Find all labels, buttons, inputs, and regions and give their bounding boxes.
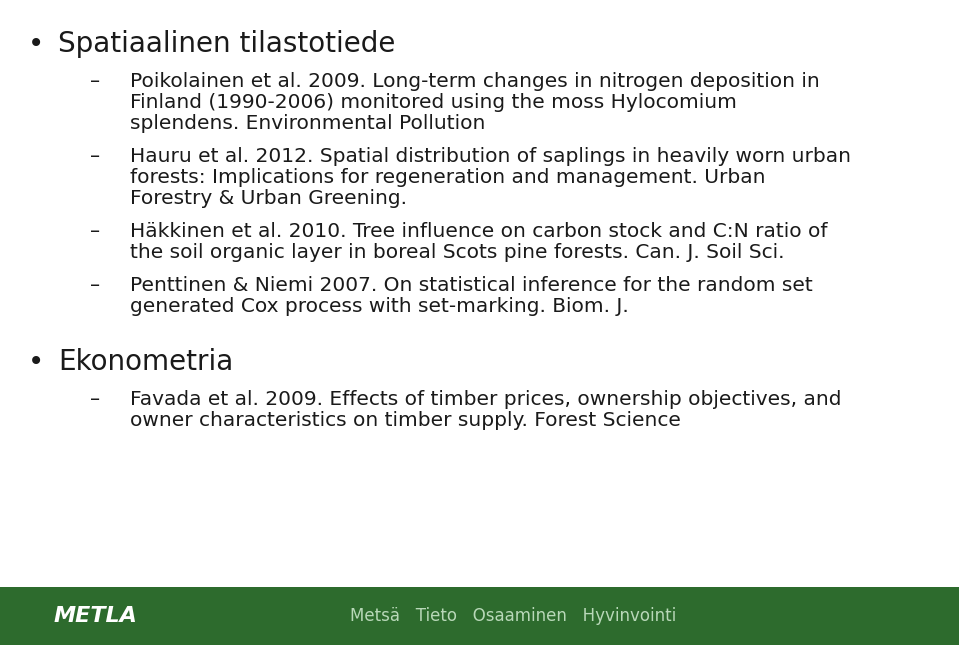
- Text: –: –: [90, 147, 100, 166]
- Text: Häkkinen et al. 2010. Tree influence on carbon stock and C:N ratio of: Häkkinen et al. 2010. Tree influence on …: [130, 222, 828, 241]
- Text: Finland (1990-2006) monitored using the moss Hylocomium: Finland (1990-2006) monitored using the …: [130, 93, 737, 112]
- Text: Poikolainen et al. 2009. Long-term changes in nitrogen deposition in: Poikolainen et al. 2009. Long-term chang…: [130, 72, 820, 91]
- Text: forests: Implications for regeneration and management. Urban: forests: Implications for regeneration a…: [130, 168, 765, 187]
- Text: Spatiaalinen tilastotiede: Spatiaalinen tilastotiede: [58, 30, 395, 58]
- Text: Ekonometria: Ekonometria: [58, 348, 233, 376]
- Text: owner characteristics on timber supply. Forest Science: owner characteristics on timber supply. …: [130, 411, 681, 430]
- FancyBboxPatch shape: [0, 587, 959, 645]
- Text: –: –: [90, 276, 100, 295]
- Text: •: •: [28, 30, 44, 58]
- Text: Metsä   Tieto   Osaaminen   Hyvinvointi: Metsä Tieto Osaaminen Hyvinvointi: [350, 607, 676, 625]
- Text: –: –: [90, 390, 100, 409]
- Text: –: –: [90, 72, 100, 91]
- Text: Favada et al. 2009. Effects of timber prices, ownership objectives, and: Favada et al. 2009. Effects of timber pr…: [130, 390, 841, 409]
- Text: the soil organic layer in boreal Scots pine forests. Can. J. Soil Sci.: the soil organic layer in boreal Scots p…: [130, 243, 784, 262]
- Text: –: –: [90, 222, 100, 241]
- Text: Hauru et al. 2012. Spatial distribution of saplings in heavily worn urban: Hauru et al. 2012. Spatial distribution …: [130, 147, 851, 166]
- Text: METLA: METLA: [53, 606, 137, 626]
- Text: Penttinen & Niemi 2007. On statistical inference for the random set: Penttinen & Niemi 2007. On statistical i…: [130, 276, 812, 295]
- Text: splendens. Environmental Pollution: splendens. Environmental Pollution: [130, 114, 485, 133]
- Text: Forestry & Urban Greening.: Forestry & Urban Greening.: [130, 189, 407, 208]
- Text: •: •: [28, 348, 44, 376]
- Text: generated Cox process with set-marking. Biom. J.: generated Cox process with set-marking. …: [130, 297, 629, 316]
